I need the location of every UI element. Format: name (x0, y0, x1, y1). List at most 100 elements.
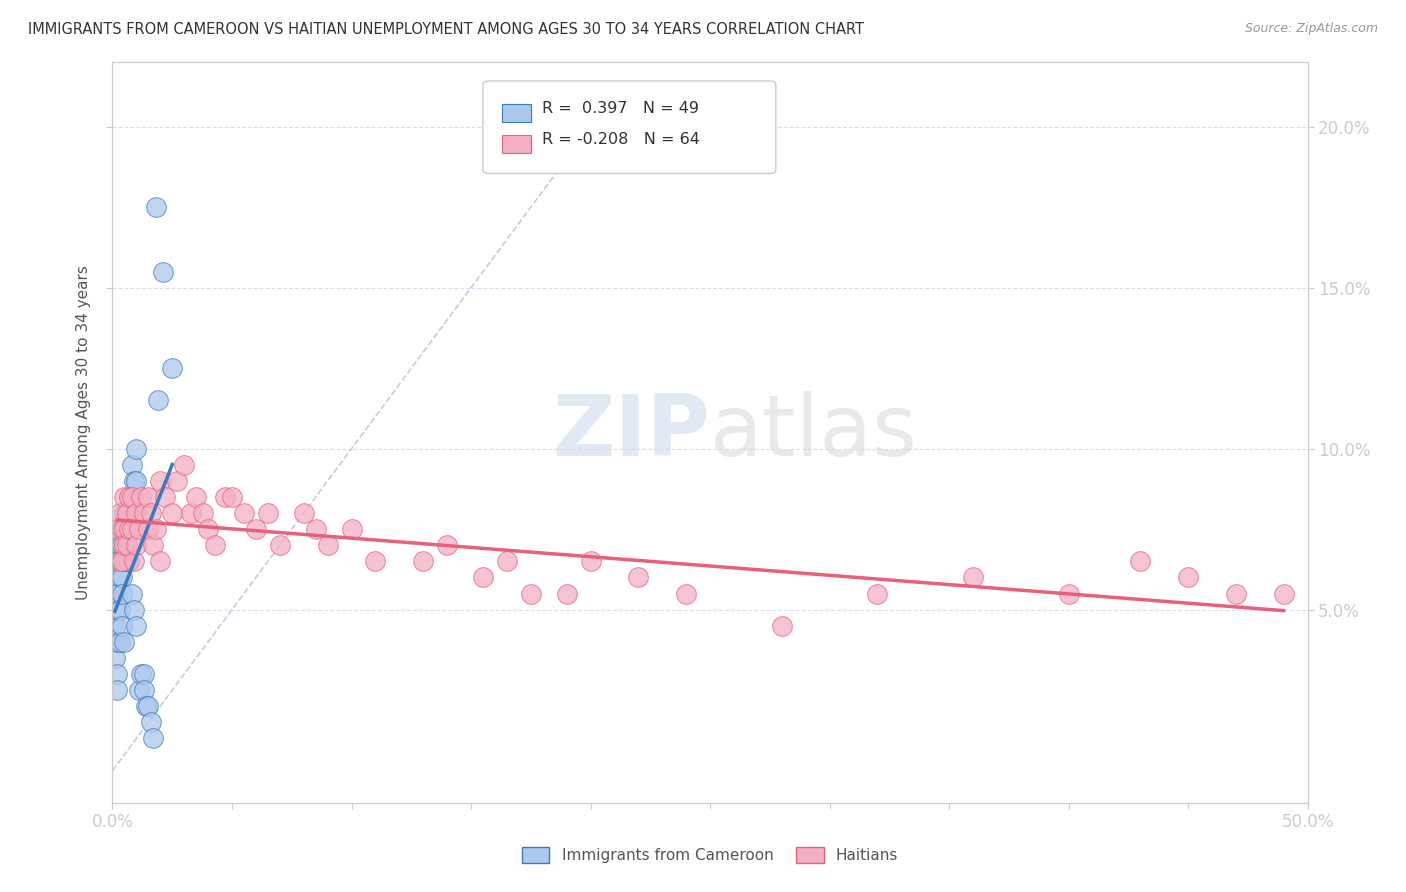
Point (555, 586, 578, 600)
Point (111, 619, 134, 633)
Point (135, 699, 157, 714)
Point (305, 522, 328, 536)
FancyBboxPatch shape (502, 103, 531, 121)
Point (145, 522, 167, 536)
Point (149, 554, 172, 568)
Point (193, 506, 215, 520)
Point (627, 570, 650, 584)
Point (111, 554, 134, 568)
Point (129, 490, 152, 504)
Point (125, 474, 148, 488)
Point (1057, 586, 1080, 600)
Point (138, 490, 160, 504)
Point (115, 522, 138, 536)
Point (186, 490, 208, 504)
Point (496, 554, 519, 568)
Point (214, 490, 236, 504)
Point (1177, 570, 1199, 584)
Point (962, 570, 984, 584)
Point (436, 538, 458, 552)
Y-axis label: Unemployment Among Ages 30 to 34 years: Unemployment Among Ages 30 to 34 years (76, 265, 91, 600)
Point (520, 586, 543, 600)
Point (292, 506, 315, 520)
Point (129, 667, 152, 681)
Point (104, 619, 127, 633)
Point (866, 586, 889, 600)
Point (1272, 586, 1295, 600)
Point (121, 490, 143, 504)
Point (118, 490, 141, 504)
Point (114, 506, 135, 520)
Point (122, 602, 145, 616)
Point (257, 506, 280, 520)
Point (269, 538, 291, 552)
Text: R = -0.208   N = 64: R = -0.208 N = 64 (541, 132, 699, 147)
Point (105, 522, 128, 536)
Point (108, 570, 131, 584)
Point (132, 683, 155, 698)
Point (111, 538, 134, 552)
Point (138, 522, 160, 536)
Point (104, 651, 127, 665)
Point (162, 361, 183, 376)
Point (162, 506, 183, 520)
Point (114, 522, 135, 536)
Point (221, 490, 243, 504)
Text: IMMIGRANTS FROM CAMEROON VS HAITIAN UNEMPLOYMENT AMONG AGES 30 TO 34 YEARS CORRE: IMMIGRANTS FROM CAMEROON VS HAITIAN UNEM… (28, 22, 865, 37)
Point (114, 490, 135, 504)
Point (128, 683, 150, 698)
Point (316, 538, 339, 552)
Point (233, 506, 256, 520)
Point (138, 699, 160, 714)
Point (128, 522, 150, 536)
Point (125, 538, 148, 552)
Point (142, 538, 165, 552)
Point (122, 474, 145, 488)
Point (340, 522, 363, 536)
Point (245, 522, 267, 536)
Point (104, 586, 127, 600)
Point (142, 731, 165, 746)
Point (108, 554, 131, 568)
FancyBboxPatch shape (502, 135, 531, 153)
Legend: Immigrants from Cameroon, Haitians: Immigrants from Cameroon, Haitians (516, 841, 904, 869)
Point (108, 635, 131, 649)
Point (173, 458, 195, 472)
Text: Source: ZipAtlas.com: Source: ZipAtlas.com (1244, 22, 1378, 36)
Point (139, 506, 162, 520)
Point (111, 586, 134, 600)
Point (139, 715, 162, 730)
Point (675, 586, 697, 600)
Point (149, 474, 172, 488)
Point (125, 619, 148, 633)
Point (105, 602, 128, 616)
Point (125, 442, 148, 456)
Point (204, 538, 226, 552)
Point (105, 554, 128, 568)
Point (115, 538, 138, 552)
Point (122, 554, 145, 568)
Point (118, 490, 141, 504)
Point (121, 586, 143, 600)
Point (412, 554, 434, 568)
Point (472, 570, 495, 584)
Point (180, 506, 202, 520)
Point (105, 683, 128, 698)
Point (146, 393, 169, 408)
Point (125, 506, 148, 520)
Point (108, 602, 131, 616)
Point (111, 570, 134, 584)
Point (132, 667, 155, 681)
Point (108, 506, 131, 520)
Point (132, 506, 155, 520)
Point (166, 474, 188, 488)
Point (114, 635, 135, 649)
Point (108, 522, 131, 536)
Point (114, 522, 135, 536)
Point (118, 522, 141, 536)
Point (1129, 554, 1152, 568)
Point (115, 506, 138, 520)
Point (121, 522, 143, 536)
Point (115, 554, 138, 568)
Point (115, 506, 138, 520)
